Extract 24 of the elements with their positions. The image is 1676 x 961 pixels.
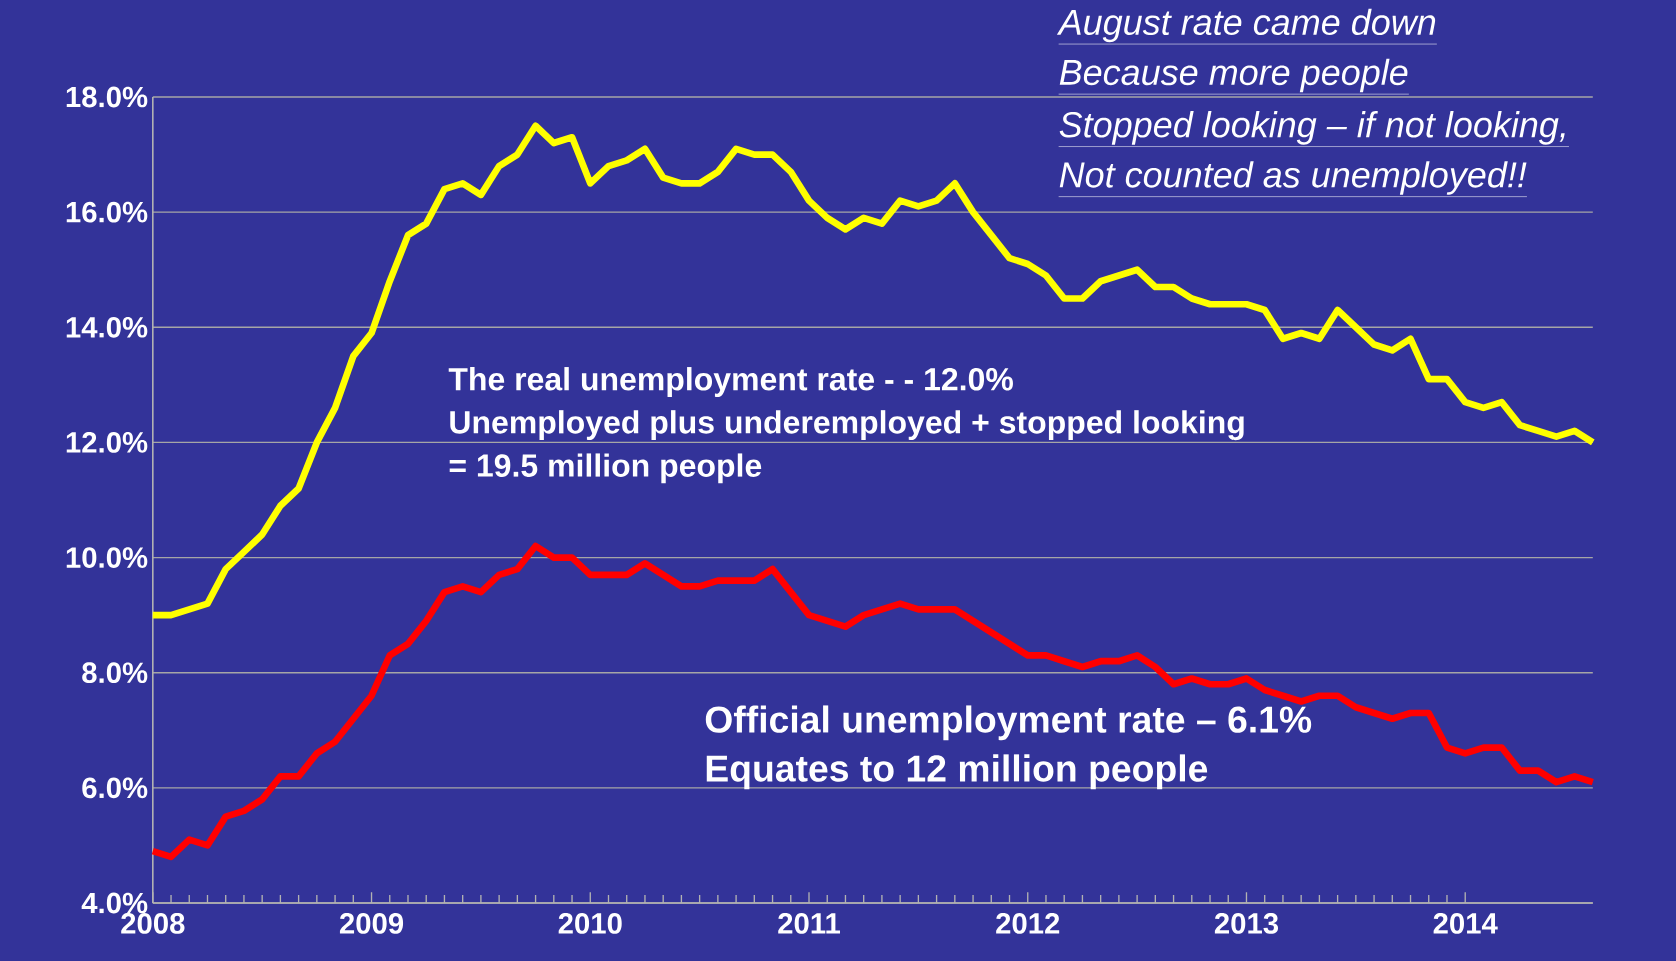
- x-tick-label: 2010: [558, 913, 622, 934]
- annotation: The real unemployment rate - - 12.0%: [448, 367, 1013, 397]
- annotation: = 19.5 million people: [449, 453, 762, 484]
- annotation: Official unemployment rate – 6.1%: [705, 705, 1312, 741]
- y-tick-label: 10.0%: [66, 547, 148, 568]
- text: August rate came down: [1056, 8, 1436, 43]
- y-tick-label: 12.0%: [66, 432, 148, 453]
- annotation: Not counted as unemployed!!: [1059, 161, 1527, 195]
- x-tick-label: 2014: [1433, 913, 1498, 934]
- annotation: Unemployed plus underemployed + stopped looking: [450, 410, 1244, 441]
- x-tick-label: 2013: [1214, 913, 1279, 934]
- x-tick-label: 2008: [121, 913, 185, 934]
- x-tick-label: 2011: [778, 913, 840, 934]
- y-tick-label: 18.0%: [66, 86, 148, 108]
- x-tick-label: 2012: [996, 913, 1060, 934]
- y-tick-label: 16.0%: [66, 201, 148, 223]
- y-tick-label: 4.0%: [81, 892, 148, 914]
- x-tick-label: 2009: [339, 913, 404, 934]
- text: Because more people: [1059, 58, 1408, 93]
- y-tick-label: 6.0%: [82, 777, 148, 799]
- annotation: Stopped looking – if not looking,: [1059, 111, 1565, 145]
- annotation: Equates to 12 million people: [706, 754, 1208, 790]
- y-tick-label: 8.0%: [82, 662, 148, 684]
- y-tick-label: 14.0%: [66, 316, 148, 338]
